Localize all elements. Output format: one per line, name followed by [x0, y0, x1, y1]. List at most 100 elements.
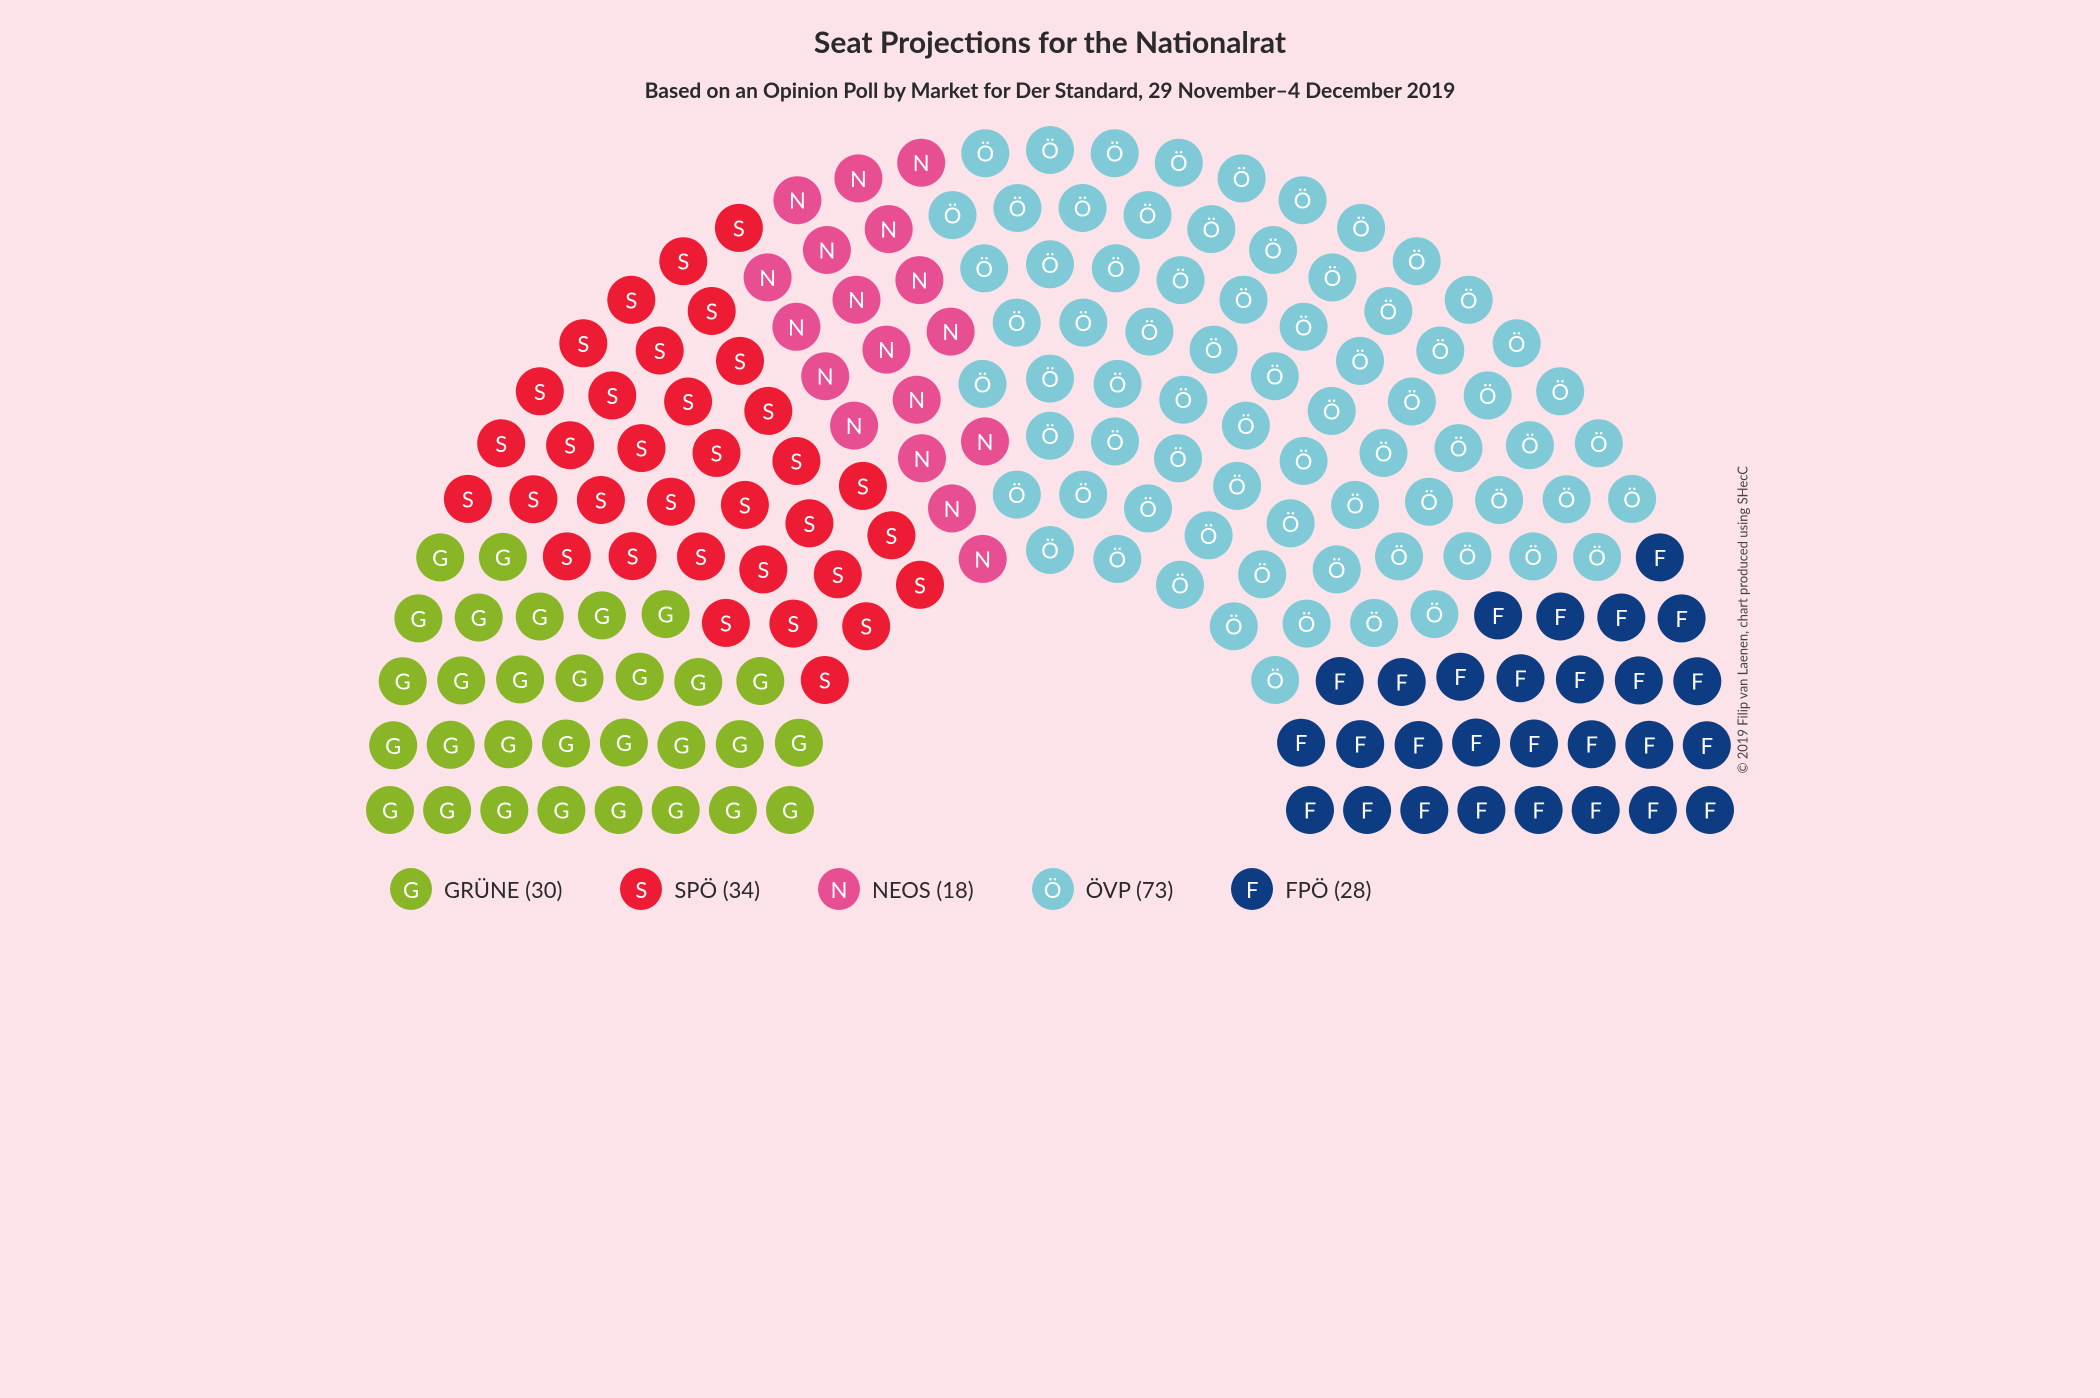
- svg-text:Ö: Ö: [1009, 195, 1027, 222]
- svg-text:N: N: [911, 267, 928, 294]
- svg-text:Ö: Ö: [1107, 255, 1125, 282]
- seat: G: [379, 657, 427, 705]
- seat: G: [736, 657, 784, 705]
- svg-text:G: G: [782, 797, 798, 824]
- svg-text:Ö: Ö: [1524, 543, 1542, 570]
- legend-label: FPÖ (28): [1285, 876, 1371, 903]
- seat: Ö: [1059, 471, 1107, 519]
- svg-text:N: N: [850, 165, 867, 192]
- seat: Ö: [1155, 139, 1203, 187]
- svg-text:F: F: [1532, 797, 1544, 824]
- svg-text:Ö: Ö: [1141, 318, 1159, 345]
- seat: Ö: [1536, 367, 1584, 415]
- svg-text:N: N: [878, 336, 895, 363]
- svg-text:F: F: [1574, 666, 1586, 693]
- svg-text:F: F: [1675, 605, 1687, 632]
- seat: Ö: [1331, 481, 1379, 529]
- seat: Ö: [1313, 545, 1361, 593]
- svg-text:G: G: [553, 797, 569, 824]
- seat: S: [721, 481, 769, 529]
- svg-text:Ö: Ö: [1390, 543, 1408, 570]
- svg-text:N: N: [788, 313, 805, 340]
- seat: N: [834, 154, 882, 202]
- seat: Ö: [1156, 561, 1204, 609]
- seat: Ö: [1416, 327, 1464, 375]
- seat: S: [577, 476, 625, 524]
- svg-text:Ö: Ö: [1294, 187, 1312, 214]
- seat: N: [898, 434, 946, 482]
- seat: Ö: [1220, 276, 1268, 324]
- seat: G: [556, 654, 604, 702]
- seat: F: [1673, 657, 1721, 705]
- legend-swatch: Ö: [1032, 868, 1074, 910]
- svg-text:Ö: Ö: [1295, 313, 1313, 340]
- seat: G: [709, 786, 757, 834]
- svg-text:G: G: [495, 543, 511, 570]
- seat: S: [772, 437, 820, 485]
- seat: Ö: [1125, 308, 1173, 356]
- seat: Ö: [1026, 240, 1074, 288]
- svg-text:S: S: [682, 388, 694, 415]
- seat: Ö: [1464, 371, 1512, 419]
- svg-text:G: G: [558, 730, 574, 757]
- svg-text:Ö: Ö: [1323, 397, 1341, 424]
- svg-text:Ö: Ö: [1375, 439, 1393, 466]
- seat: S: [839, 462, 887, 510]
- seat: Ö: [1410, 590, 1458, 638]
- seat: F: [1400, 786, 1448, 834]
- seat: Ö: [1094, 360, 1142, 408]
- seat: N: [803, 226, 851, 274]
- svg-text:F: F: [1528, 730, 1540, 757]
- svg-text:Ö: Ö: [944, 202, 962, 229]
- seat: Ö: [1575, 419, 1623, 467]
- seat: Ö: [1157, 256, 1205, 304]
- seat: Ö: [1337, 204, 1385, 252]
- svg-text:S: S: [734, 347, 746, 374]
- svg-text:N: N: [974, 545, 991, 572]
- svg-text:G: G: [571, 665, 587, 692]
- svg-text:N: N: [944, 495, 961, 522]
- svg-text:S: S: [561, 543, 573, 570]
- seat: S: [769, 600, 817, 648]
- svg-text:G: G: [382, 797, 398, 824]
- seat: Ö: [1026, 355, 1074, 403]
- svg-text:N: N: [908, 386, 925, 413]
- svg-text:N: N: [914, 445, 931, 472]
- hemicycle-svg: GGGGGGGGGGGGGGGGGGGGGGGGGGGGGGSSSSSSSSSS…: [350, 120, 1750, 840]
- svg-text:Ö: Ö: [1008, 309, 1026, 336]
- seat: S: [444, 475, 492, 523]
- chart-container: Seat Projections for the Nationalrat Bas…: [350, 0, 1750, 932]
- seat: S: [543, 532, 591, 580]
- svg-text:Ö: Ö: [1074, 195, 1092, 222]
- svg-text:Ö: Ö: [1295, 448, 1313, 475]
- svg-text:Ö: Ö: [1379, 298, 1397, 325]
- seat: Ö: [1608, 475, 1656, 523]
- seat: Ö: [993, 184, 1041, 232]
- seat: G: [416, 533, 464, 581]
- svg-text:S: S: [636, 435, 648, 462]
- legend-swatch: G: [390, 868, 432, 910]
- svg-text:G: G: [725, 797, 741, 824]
- svg-text:S: S: [706, 298, 718, 325]
- seat: S: [664, 378, 712, 426]
- seat: Ö: [1493, 319, 1541, 367]
- seat: F: [1515, 786, 1563, 834]
- svg-text:G: G: [432, 544, 448, 571]
- svg-text:S: S: [733, 214, 745, 241]
- seat: Ö: [1213, 462, 1261, 510]
- svg-text:N: N: [977, 428, 994, 455]
- seat: S: [609, 532, 657, 580]
- svg-text:G: G: [512, 666, 528, 693]
- svg-text:Ö: Ö: [1202, 216, 1220, 243]
- svg-text:Ö: Ö: [1041, 137, 1059, 164]
- svg-text:S: S: [606, 382, 618, 409]
- seat: Ö: [1509, 532, 1557, 580]
- seat: F: [1395, 721, 1443, 769]
- seat: N: [927, 308, 975, 356]
- svg-text:Ö: Ö: [1253, 561, 1271, 588]
- svg-text:S: S: [625, 286, 637, 313]
- seat: N: [744, 253, 792, 301]
- svg-text:S: S: [762, 397, 774, 424]
- seat: F: [1572, 786, 1620, 834]
- seat: Ö: [1435, 424, 1483, 472]
